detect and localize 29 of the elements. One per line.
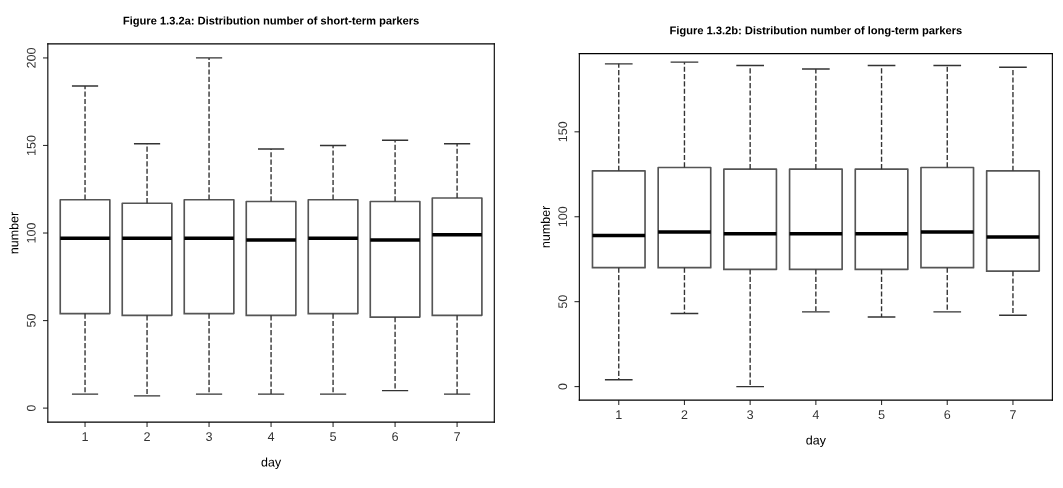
chart-title: Figure 1.3.2b: Distribution number of long-term parkers bbox=[670, 26, 962, 37]
x-tick-label: 5 bbox=[878, 410, 885, 420]
y-tick-label: 100 bbox=[26, 223, 36, 243]
x-tick-label: 6 bbox=[392, 432, 399, 442]
x-tick-label: 6 bbox=[944, 410, 951, 420]
x-tick-label: 2 bbox=[681, 410, 688, 419]
x-tick-label: 3 bbox=[747, 410, 754, 420]
y-tick-label: 200 bbox=[26, 47, 36, 68]
chart-title: Figure 1.3.2a: Distribution number of short-term parkers bbox=[123, 16, 419, 27]
y-tick-label: 100 bbox=[558, 206, 568, 227]
x-tick-label: 4 bbox=[267, 432, 275, 441]
y-axis-title: number bbox=[9, 212, 19, 254]
x-tick-label: 3 bbox=[206, 432, 212, 442]
x-axis-title: day bbox=[806, 435, 826, 448]
y-tick-label: 150 bbox=[26, 135, 36, 155]
y-tick-label: 50 bbox=[26, 314, 36, 328]
x-tick-label: 4 bbox=[812, 410, 819, 419]
y-axis-title: number bbox=[540, 205, 550, 248]
x-tick-label: 2 bbox=[144, 432, 150, 441]
x-tick-label: 7 bbox=[1010, 410, 1016, 419]
y-tick-label: 0 bbox=[26, 405, 36, 412]
x-tick-label: 1 bbox=[82, 432, 88, 441]
x-tick-label: 5 bbox=[330, 432, 337, 442]
x-tick-label: 7 bbox=[454, 432, 460, 441]
x-tick-label: 1 bbox=[616, 410, 622, 419]
y-tick-label: 150 bbox=[558, 121, 568, 142]
y-tick-label: 0 bbox=[558, 383, 568, 390]
x-axis-title: day bbox=[261, 457, 282, 470]
y-tick-label: 50 bbox=[558, 295, 568, 309]
